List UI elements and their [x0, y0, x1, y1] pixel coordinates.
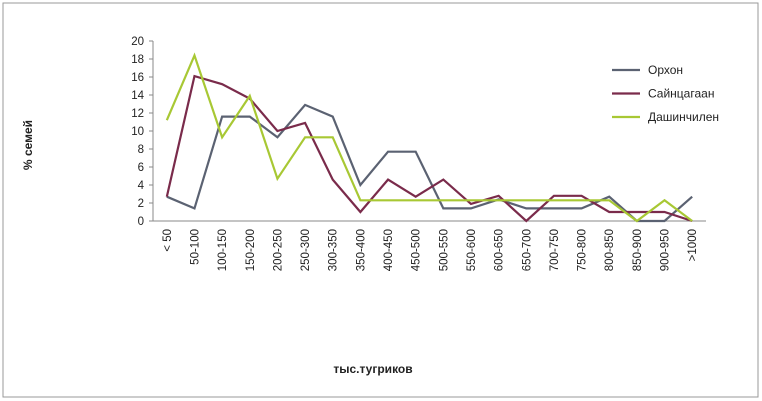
x-tick-label: 350-400 — [355, 229, 367, 271]
x-tick-label: 650-700 — [521, 229, 533, 271]
x-axis-title: тыс.тугриков — [333, 362, 412, 376]
x-tick-label: 600-650 — [494, 229, 506, 271]
legend-label: Дашинчилен — [648, 110, 719, 124]
x-tick-label: 750-800 — [577, 229, 589, 271]
series-line — [166, 103, 693, 223]
legend-label: Орхон — [648, 63, 683, 77]
series-line — [165, 52, 693, 223]
x-tick-label: >1000 — [687, 229, 699, 261]
y-axis-title: % семей — [21, 120, 35, 170]
x-tick-label: 100-150 — [217, 229, 229, 271]
x-tick-label: 850-900 — [632, 229, 644, 271]
x-tick-label: 550-600 — [466, 229, 478, 271]
x-tick-label: 150-200 — [245, 229, 257, 271]
y-tick-label: 6 — [138, 162, 144, 174]
y-tick-label: 14 — [131, 90, 144, 102]
series-line — [165, 74, 693, 223]
x-tick-label: 400-450 — [383, 229, 395, 271]
x-tick-label: 300-350 — [328, 229, 340, 271]
y-tick-label: 20 — [131, 36, 144, 48]
x-tick-label: 250-300 — [300, 229, 312, 271]
x-tick-label: 900-950 — [660, 229, 672, 271]
x-tick-label: 700-750 — [549, 229, 561, 271]
y-tick-label: 8 — [138, 144, 144, 156]
x-tick-label: 50-100 — [189, 229, 201, 265]
x-tick-label: 800-850 — [604, 229, 616, 271]
y-tick-label: 4 — [138, 180, 145, 192]
y-tick-label: 2 — [138, 198, 144, 210]
x-tick-label: 450-500 — [411, 229, 423, 271]
y-tick-label: 12 — [131, 108, 144, 120]
x-tick-label: 500-550 — [438, 229, 450, 271]
x-tick-label: 200-250 — [272, 229, 284, 271]
y-tick-label: 16 — [131, 72, 144, 84]
y-tick-label: 0 — [138, 216, 144, 228]
y-tick-label: 10 — [131, 126, 144, 138]
legend-label: Сайнцагаан — [648, 87, 714, 101]
y-tick-label: 18 — [131, 54, 144, 66]
x-tick-label: < 50 — [162, 229, 174, 252]
